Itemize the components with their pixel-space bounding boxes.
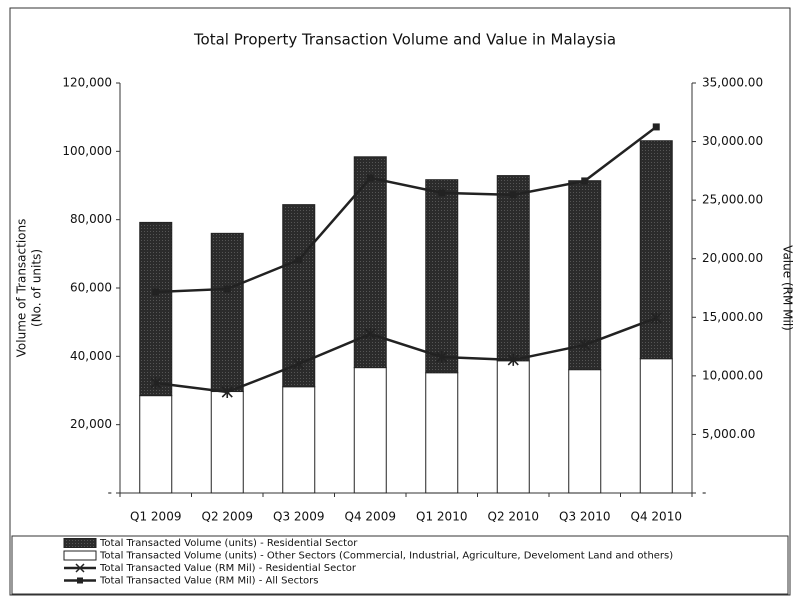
bar [496, 360, 530, 494]
line-marker [579, 338, 591, 351]
line-marker [152, 288, 160, 296]
x-tick-label: Q4 2010 [631, 510, 682, 524]
line-marker [295, 256, 303, 264]
line-series [155, 125, 658, 294]
bar [210, 232, 244, 393]
legend-label: Total Transacted Volume (units) - Reside… [99, 538, 358, 549]
y-tick-label: 120,000 [62, 76, 112, 90]
line-marker [221, 386, 233, 399]
y2-axis-label: Value (RM Mil) [781, 245, 795, 331]
bar [568, 369, 602, 494]
y2-tick-label: 5,000.00 [702, 427, 755, 441]
x-tick-label: Q2 2009 [202, 510, 253, 524]
y2-tick-label: 30,000.00 [702, 134, 763, 148]
y-tick-label: 60,000 [70, 281, 112, 295]
line-marker [223, 285, 231, 293]
legend-swatch [77, 577, 83, 584]
legend-label: Total Transacted Value (RM Mil) - All Se… [99, 576, 318, 587]
bar [639, 140, 673, 360]
line-marker [507, 353, 519, 366]
line-marker [652, 123, 660, 131]
bar [139, 395, 173, 494]
line-marker [366, 174, 374, 182]
legend-swatch [63, 550, 97, 561]
line-marker [438, 189, 446, 197]
bar [425, 372, 459, 494]
legend-label: Total Transacted Volume (units) - Other … [99, 551, 673, 562]
bar [282, 204, 316, 388]
line-marker [436, 350, 448, 363]
line-marker [650, 311, 662, 324]
bar [139, 221, 173, 397]
legend-box [11, 535, 789, 595]
y2-tick-label: 25,000.00 [702, 193, 763, 207]
chart-frame [9, 7, 791, 596]
bar [425, 179, 459, 374]
bar [496, 175, 530, 362]
y-tick-label: 100,000 [62, 144, 112, 158]
y2-tick-label: 15,000.00 [702, 310, 763, 324]
bar [353, 367, 387, 494]
bar [282, 386, 316, 494]
bar [639, 358, 673, 494]
y2-tick-label: 20,000.00 [702, 251, 763, 265]
y-axis-label: (No. of units) [30, 249, 44, 327]
y-tick-label: 40,000 [70, 349, 112, 363]
line-marker [150, 377, 162, 390]
y2-tick-label: 35,000.00 [702, 76, 763, 90]
line-marker [581, 177, 589, 185]
legend-label: Total Transacted Value (RM Mil) - Reside… [99, 563, 357, 574]
x-tick-label: Q1 2009 [130, 510, 181, 524]
x-tick-label: Q3 2010 [559, 510, 610, 524]
y2-tick-label: 10,000.00 [702, 368, 763, 382]
y-tick-label: - [108, 486, 112, 500]
x-tick-label: Q3 2009 [273, 510, 324, 524]
y-axis-label: Volume of Transactions [15, 219, 29, 358]
line-series [155, 316, 657, 394]
y2-tick-label: - [702, 486, 706, 500]
y-tick-label: 20,000 [70, 417, 112, 431]
x-tick-label: Q2 2010 [488, 510, 539, 524]
legend: Total Transacted Volume (units) - Reside… [11, 535, 789, 595]
x-tick-label: Q1 2010 [416, 510, 467, 524]
bar [568, 180, 602, 371]
line-marker [509, 191, 517, 199]
y-tick-label: 80,000 [70, 212, 112, 226]
chart-title: Total Property Transaction Volume and Va… [193, 31, 616, 49]
legend-swatch [75, 563, 85, 573]
legend-swatch [63, 538, 97, 548]
x-tick-label: Q4 2009 [345, 510, 396, 524]
bar [210, 391, 244, 494]
line-marker [364, 327, 376, 340]
line-marker [293, 358, 305, 371]
